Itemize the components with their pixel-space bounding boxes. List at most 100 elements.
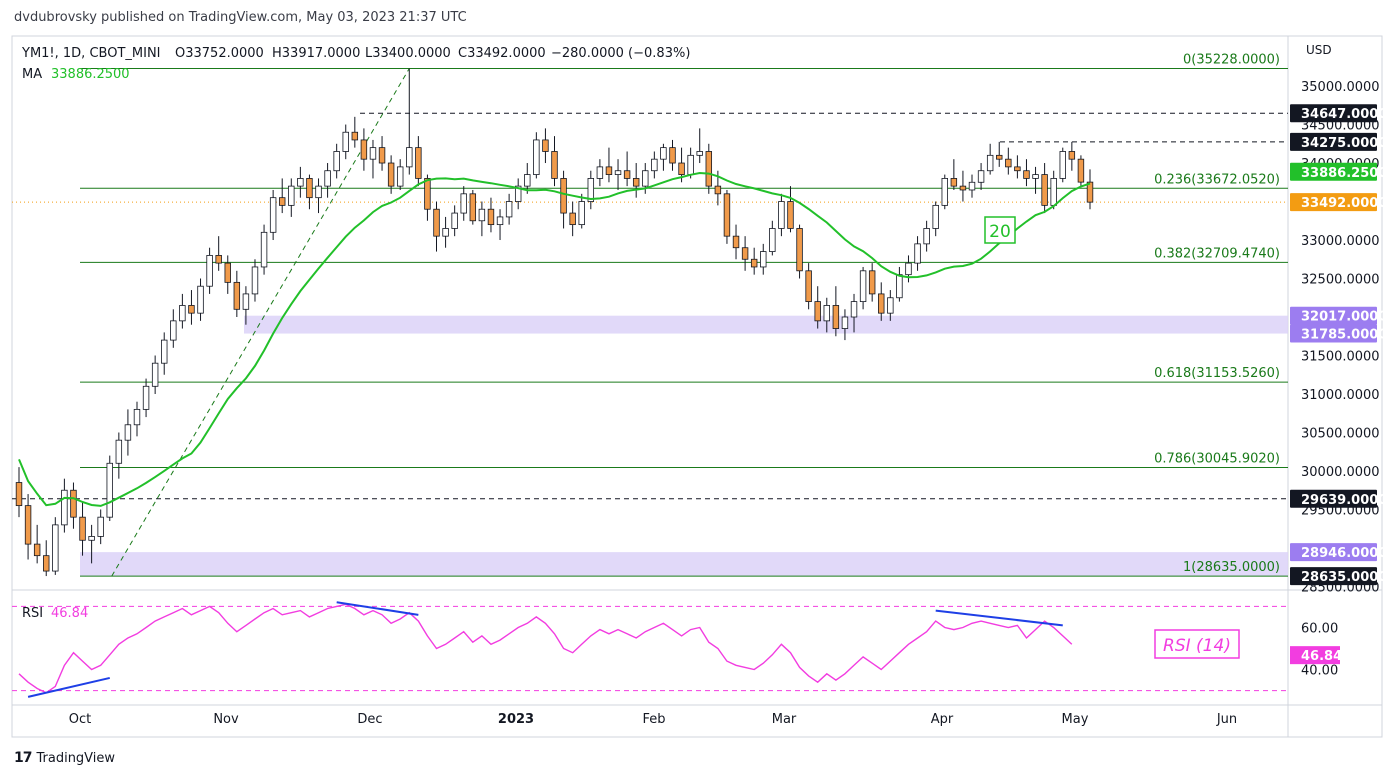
candle [88, 524, 95, 564]
time-axis[interactable]: Oct Nov Dec 2023 Feb Mar Apr May Jun [69, 712, 1237, 727]
chart-canvas[interactable]: 0(35228.0000) 0.236(33672.0520) 0.382(3270… [0, 0, 1394, 745]
candle [896, 266, 903, 302]
candle [1032, 166, 1039, 194]
rsi-value-tag-text: 46.84 [1301, 649, 1342, 664]
candle-body [796, 228, 803, 272]
candle [496, 209, 504, 241]
candle-body [1014, 166, 1021, 172]
candle-body [878, 293, 885, 314]
candle [823, 297, 831, 333]
candle-body [814, 301, 821, 322]
price-tag-bg [1290, 104, 1377, 123]
candle-body [52, 524, 59, 572]
fib-label-3: 0.618(31153.5260) [1154, 366, 1280, 381]
candle-body [487, 208, 495, 226]
price-tag-text: 29639.0000 [1301, 493, 1387, 508]
candle-body [887, 297, 894, 314]
candle-body [1041, 174, 1048, 206]
x-tick-label: Feb [642, 712, 665, 727]
candle [950, 159, 958, 190]
candle-body [596, 166, 604, 179]
candle-body [514, 185, 522, 202]
currency-label: USD [1306, 43, 1332, 57]
candle-body [542, 139, 549, 152]
candle [469, 189, 477, 225]
candle [451, 205, 458, 237]
x-tick-label: Mar [772, 712, 797, 727]
candle [342, 124, 349, 160]
candle-body [941, 178, 948, 206]
outer-border [11, 35, 1383, 738]
candle-body [378, 147, 386, 164]
candle-body [923, 228, 930, 245]
candle-body [1050, 178, 1057, 206]
candle-body [278, 197, 286, 206]
candle-body [61, 489, 68, 526]
candle [914, 236, 921, 271]
candle-body [959, 185, 967, 191]
ohlc-open: O33752.0000 [175, 46, 264, 61]
candle [378, 136, 386, 171]
candle [623, 151, 631, 187]
candle [106, 455, 113, 522]
candle [61, 478, 68, 533]
candle-body [505, 201, 513, 218]
rsi-divergence-line-2 [27, 676, 110, 698]
candle-body [705, 151, 713, 187]
candle [878, 282, 885, 321]
rsi-divergence-line-1 [935, 609, 1063, 627]
candle [796, 224, 803, 279]
candle [206, 247, 213, 294]
candle-body [660, 147, 667, 160]
candle-body [932, 204, 939, 229]
fibonacci-levels: 0(35228.0000) 0.236(33672.0520) 0.382(3270… [80, 52, 1288, 577]
chart-frame [11, 35, 1383, 738]
candle [614, 159, 622, 190]
candle [369, 139, 377, 179]
candle-body [433, 208, 440, 237]
x-tick-label: 2023 [498, 712, 534, 727]
x-tick-label: Apr [931, 712, 954, 727]
candle-body [914, 243, 921, 264]
price-tag-bg [1290, 324, 1377, 343]
candle-body [396, 166, 404, 187]
candle-body [496, 216, 504, 226]
candle [1023, 159, 1030, 187]
candle-body [106, 462, 113, 518]
candle-body [170, 320, 177, 341]
price-tag-text: 28635.0000 [1301, 570, 1387, 585]
candle [387, 155, 395, 194]
y-tick-label: 35000.0000 [1301, 80, 1380, 95]
candle-body [415, 147, 422, 179]
candle [70, 482, 77, 529]
candle [242, 286, 250, 325]
candle-body [986, 154, 994, 172]
candle [406, 68, 413, 175]
candle [750, 247, 758, 275]
rsi-line [18, 603, 1073, 694]
candle [33, 524, 41, 564]
candle-body [206, 255, 213, 287]
candle-body [315, 185, 322, 199]
publisher-line: dvdubrovsky published on TradingView.com… [14, 10, 467, 25]
x-tick-label: Nov [213, 712, 239, 727]
rsi-divergence-line-0 [336, 601, 419, 616]
candle-body [760, 251, 767, 268]
candle-body [133, 408, 141, 426]
candle-body [306, 178, 313, 199]
candle [505, 193, 513, 225]
candle-body [832, 305, 840, 329]
candle [741, 236, 749, 271]
candle-body [297, 178, 304, 187]
candle [996, 141, 1003, 167]
candle [769, 220, 776, 256]
candle-body [179, 305, 186, 322]
ma-value: 33886.2500 [51, 67, 130, 82]
ma-period-label: 20 [984, 216, 1016, 244]
rsi-label: RSI [22, 606, 43, 621]
candle [632, 163, 640, 198]
candle-body [233, 281, 241, 310]
candle [1068, 141, 1076, 171]
y-tick-label: 31500.0000 [1301, 349, 1380, 364]
y-tick-label: 30000.0000 [1301, 465, 1380, 480]
